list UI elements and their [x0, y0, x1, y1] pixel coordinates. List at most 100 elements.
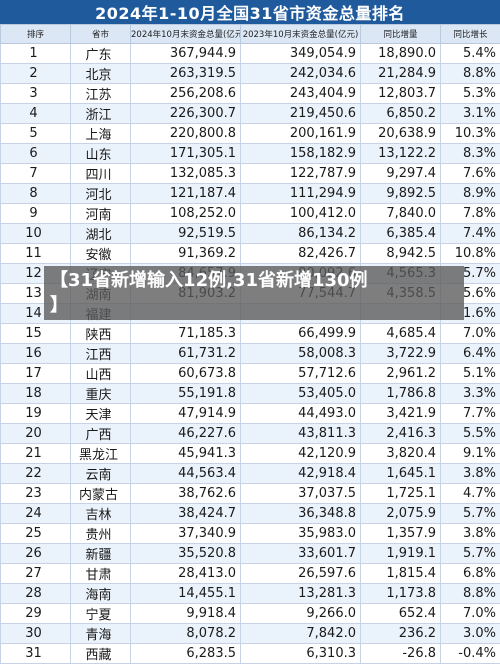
province-cell: 河北	[71, 184, 131, 204]
rank-cell: 4	[1, 104, 71, 124]
province-cell: 四川	[71, 164, 131, 184]
rank-cell: 29	[1, 604, 71, 624]
rank-cell: 6	[1, 144, 71, 164]
total-2023-cell: 13,281.3	[241, 584, 361, 604]
total-2023-cell: 66,499.9	[241, 324, 361, 344]
total-2024-cell: 91,369.2	[131, 244, 241, 264]
province-cell: 吉林	[71, 504, 131, 524]
total-2023-cell: 86,134.2	[241, 224, 361, 244]
yoy-growth-cell: 7.6%	[441, 164, 500, 184]
table-header-row: 排序 省市 2024年10月末资金总量(亿元) 2023年10月末资金总量(亿元…	[1, 25, 500, 44]
yoy-growth-cell: 5.7%	[441, 504, 500, 524]
yoy-increase-cell: 18,890.0	[361, 44, 441, 64]
rank-cell: 3	[1, 84, 71, 104]
rank-cell: 10	[1, 224, 71, 244]
total-2024-cell: 60,673.8	[131, 364, 241, 384]
rank-cell: 5	[1, 124, 71, 144]
overlay-line-2: 】	[50, 293, 470, 318]
yoy-increase-cell: 1,645.1	[361, 464, 441, 484]
rank-cell: 21	[1, 444, 71, 464]
rank-cell: 17	[1, 364, 71, 384]
yoy-growth-cell: 5.1%	[441, 364, 500, 384]
yoy-increase-cell: 7,840.0	[361, 204, 441, 224]
yoy-growth-cell: 8.9%	[441, 184, 500, 204]
yoy-growth-cell: 5.7%	[441, 544, 500, 564]
total-2023-cell: 242,034.6	[241, 64, 361, 84]
yoy-growth-cell: 4.7%	[441, 484, 500, 504]
header-2023-total: 2023年10月末资金总量(亿元)	[241, 25, 361, 44]
yoy-growth-cell: 9.1%	[441, 444, 500, 464]
yoy-increase-cell: 236.2	[361, 624, 441, 644]
province-cell: 河南	[71, 204, 131, 224]
total-2024-cell: 37,340.9	[131, 524, 241, 544]
total-2023-cell: 200,161.9	[241, 124, 361, 144]
yoy-growth-cell: 7.0%	[441, 324, 500, 344]
province-cell: 山西	[71, 364, 131, 384]
province-cell: 甘肃	[71, 564, 131, 584]
province-cell: 浙江	[71, 104, 131, 124]
yoy-growth-cell: 5.3%	[441, 84, 500, 104]
province-cell: 云南	[71, 464, 131, 484]
yoy-growth-cell: 6.8%	[441, 564, 500, 584]
total-2024-cell: 220,800.8	[131, 124, 241, 144]
yoy-increase-cell: 4,685.4	[361, 324, 441, 344]
total-2024-cell: 263,319.5	[131, 64, 241, 84]
total-2024-cell: 132,085.3	[131, 164, 241, 184]
total-2024-cell: 46,227.6	[131, 424, 241, 444]
header-province: 省市	[71, 25, 131, 44]
yoy-growth-cell: 6.4%	[441, 344, 500, 364]
yoy-increase-cell: 2,075.9	[361, 504, 441, 524]
province-cell: 黑龙江	[71, 444, 131, 464]
rank-cell: 20	[1, 424, 71, 444]
total-2023-cell: 43,811.3	[241, 424, 361, 444]
province-cell: 江苏	[71, 84, 131, 104]
total-2023-cell: 349,054.9	[241, 44, 361, 64]
rank-cell: 26	[1, 544, 71, 564]
yoy-increase-cell: 20,638.9	[361, 124, 441, 144]
rank-cell: 28	[1, 584, 71, 604]
total-2023-cell: 33,601.7	[241, 544, 361, 564]
total-2023-cell: 36,348.8	[241, 504, 361, 524]
province-cell: 海南	[71, 584, 131, 604]
province-cell: 陕西	[71, 324, 131, 344]
yoy-growth-cell: 7.7%	[441, 404, 500, 424]
total-2023-cell: 42,120.9	[241, 444, 361, 464]
rank-cell: 16	[1, 344, 71, 364]
rank-cell: 31	[1, 644, 71, 664]
rank-cell: 1	[1, 44, 71, 64]
total-2024-cell: 35,520.8	[131, 544, 241, 564]
yoy-increase-cell: -26.8	[361, 644, 441, 664]
total-2024-cell: 45,941.3	[131, 444, 241, 464]
total-2023-cell: 57,712.6	[241, 364, 361, 384]
total-2023-cell: 9,266.0	[241, 604, 361, 624]
total-2023-cell: 53,405.0	[241, 384, 361, 404]
yoy-increase-cell: 9,297.4	[361, 164, 441, 184]
total-2024-cell: 9,918.4	[131, 604, 241, 624]
yoy-increase-cell: 1,725.1	[361, 484, 441, 504]
yoy-increase-cell: 1,357.9	[361, 524, 441, 544]
total-2023-cell: 122,787.9	[241, 164, 361, 184]
province-cell: 天津	[71, 404, 131, 424]
yoy-growth-cell: 3.1%	[441, 104, 500, 124]
province-cell: 安徽	[71, 244, 131, 264]
yoy-increase-cell: 3,421.9	[361, 404, 441, 424]
total-2024-cell: 256,208.6	[131, 84, 241, 104]
total-2023-cell: 35,983.0	[241, 524, 361, 544]
yoy-growth-cell: 7.0%	[441, 604, 500, 624]
province-cell: 青海	[71, 624, 131, 644]
ranking-table-image: 2024年1-10月全国31省市资金总量排名 排序 省市 2024年10月末资金…	[0, 0, 500, 588]
yoy-growth-cell: 3.8%	[441, 464, 500, 484]
rank-cell: 30	[1, 624, 71, 644]
yoy-growth-cell: 8.3%	[441, 144, 500, 164]
